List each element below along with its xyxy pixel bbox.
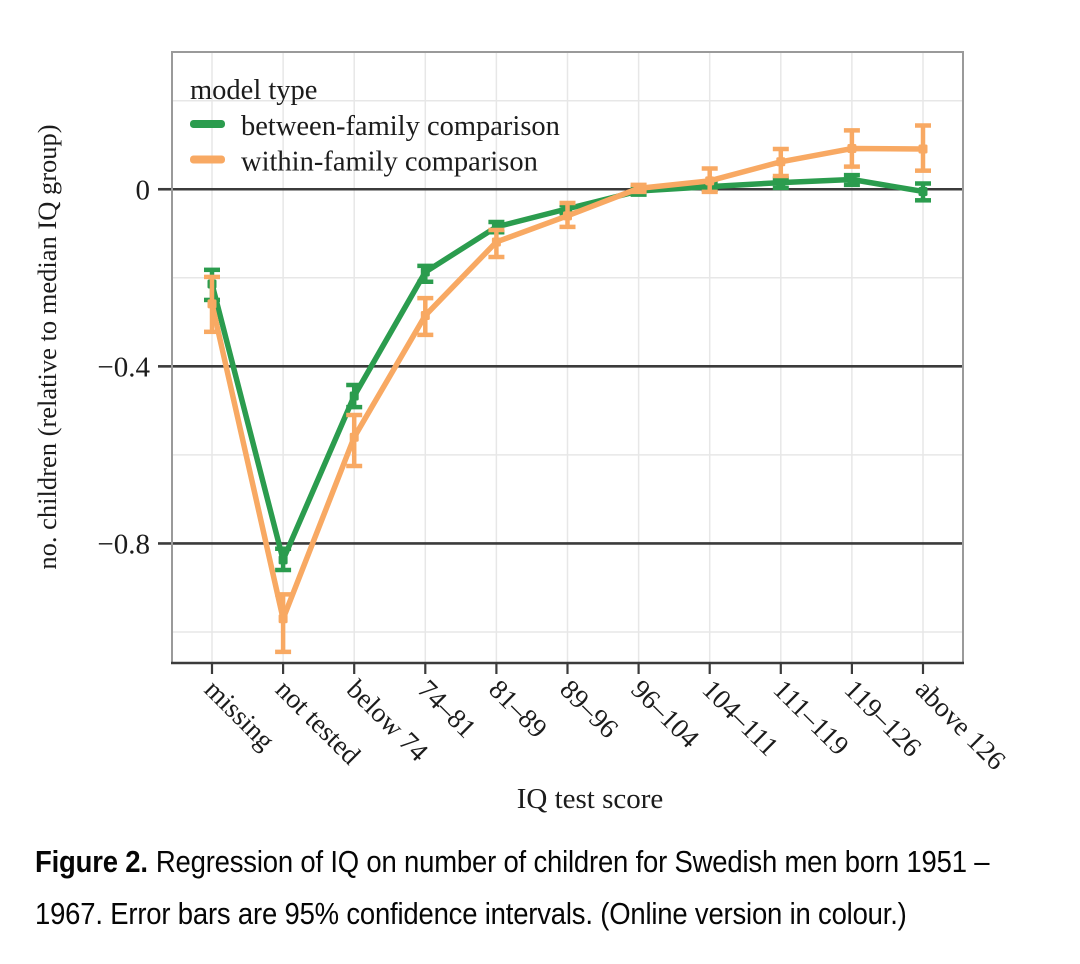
figure-label: Figure 2.	[35, 845, 148, 879]
regression-chart: 0 −0.4 −0.8 no. children (relative to media…	[32, 51, 1012, 815]
figure-caption: Figure 2. Regression of IQ on number of c…	[35, 836, 1054, 940]
data-point	[563, 211, 572, 221]
x-tick-label: 96–104	[625, 673, 705, 753]
data-point	[918, 186, 928, 196]
caption-text-1: Regression of IQ on number of children f…	[155, 845, 990, 879]
data-point	[420, 310, 430, 320]
x-tick-label: 81–89	[483, 673, 554, 744]
y-axis-title: no. children (relative to median IQ grou…	[32, 124, 62, 569]
legend-label: between-family comparison	[241, 111, 560, 142]
caption-line-1: Figure 2. Regression of IQ on number of c…	[35, 836, 1054, 888]
y-tick-label: −0.4	[97, 351, 150, 383]
x-tick-label: 89–96	[554, 673, 625, 744]
y-tick-label: −0.8	[97, 528, 150, 560]
data-point	[847, 175, 857, 185]
data-point	[776, 178, 786, 188]
legend-title: model type	[190, 75, 317, 106]
x-axis-title: IQ test score	[517, 783, 664, 815]
legend-label: within-family comparison	[241, 147, 538, 178]
data-point	[278, 614, 288, 624]
data-point	[634, 183, 644, 193]
data-point	[918, 144, 928, 154]
legend-swatch	[190, 120, 225, 128]
x-tick-label: 119–126	[839, 673, 928, 762]
data-point	[349, 432, 359, 442]
x-tick-label: 104–111	[696, 673, 785, 762]
x-tick-label: 111–119	[768, 673, 856, 761]
data-point	[776, 157, 786, 167]
data-point	[847, 144, 857, 154]
legend-swatch	[190, 155, 225, 164]
y-tick-label: 0	[136, 174, 151, 206]
data-point	[705, 176, 715, 186]
x-tick-label: above 126	[910, 673, 1012, 775]
data-point	[207, 299, 217, 309]
x-tick-label: missing	[199, 673, 282, 756]
data-point	[491, 237, 501, 247]
data-point	[278, 555, 288, 565]
data-point	[420, 267, 430, 277]
data-point	[349, 391, 359, 401]
caption-text-2: 1967. Error bars are 95% confidence inte…	[35, 897, 907, 931]
